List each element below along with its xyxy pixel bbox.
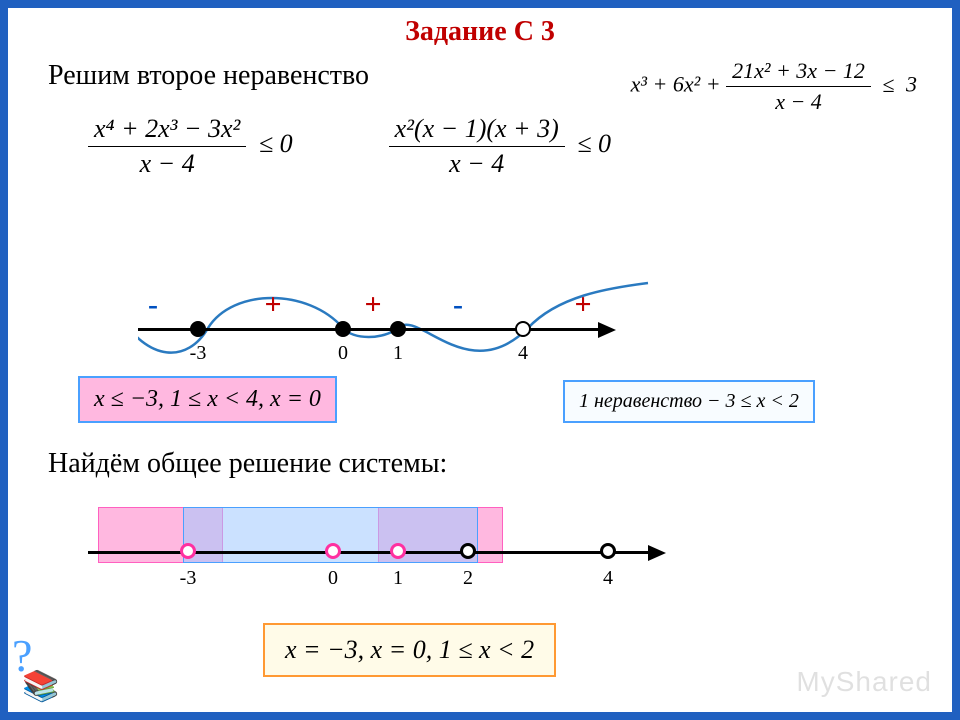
point-marker	[515, 321, 531, 337]
point-marker	[390, 321, 406, 337]
watermark: MyShared	[796, 666, 932, 698]
point-label: 0	[338, 342, 348, 365]
book-icon: 📚	[22, 669, 59, 704]
top-frac: 21x² + 3x − 12 x − 4	[726, 58, 871, 115]
system-title: Найдём общее решение системы:	[48, 448, 447, 480]
ineq1-den: x − 4	[88, 147, 246, 179]
top-rhs: 3	[906, 72, 917, 97]
ineq1-op: ≤ 0	[253, 129, 299, 158]
solution-2-box: x ≤ −3, 1 ≤ x < 4, x = 0	[78, 376, 337, 423]
point-label: 4	[518, 342, 528, 365]
top-frac-den: x − 4	[726, 87, 871, 115]
point-marker	[390, 543, 406, 559]
top-poly: x³ + 6x² +	[631, 72, 721, 97]
page-title: Задание С 3	[8, 16, 952, 48]
point-label: 0	[328, 567, 338, 590]
point-label: -3	[190, 342, 207, 365]
number-line-1: -3 0 1 4 - + + - +	[138, 278, 658, 378]
point-marker	[180, 543, 196, 559]
point-marker	[335, 321, 351, 337]
inequality-row: x⁴ + 2x³ − 3x² x − 4 ≤ 0 x²(x − 1)(x + 3…	[88, 114, 952, 179]
sign-label: -	[148, 288, 158, 322]
answer-box: x = −3, x = 0, 1 ≤ x < 2	[263, 623, 556, 677]
top-op: ≤	[876, 72, 900, 97]
point-label: 2	[463, 567, 473, 590]
sign-label: +	[364, 288, 381, 322]
axis-line	[88, 551, 648, 554]
ineq2-op: ≤ 0	[571, 129, 617, 158]
point-label: 4	[603, 567, 613, 590]
arrowhead-icon	[598, 322, 616, 338]
solution-1-box: 1 неравенство − 3 ≤ x < 2	[563, 380, 815, 423]
sign-label: -	[453, 288, 463, 322]
top-frac-num: 21x² + 3x − 12	[726, 58, 871, 87]
point-label: 1	[393, 342, 403, 365]
number-line-2: -3 0 1 2 4	[88, 503, 708, 593]
point-marker	[460, 543, 476, 559]
ineq1-num: x⁴ + 2x³ − 3x²	[88, 114, 246, 147]
sign-label: +	[574, 288, 591, 322]
ineq2-num: x²(x − 1)(x + 3)	[389, 114, 565, 147]
point-label: -3	[180, 567, 197, 590]
point-marker	[190, 321, 206, 337]
ineq2-den: x − 4	[389, 147, 565, 179]
ineq-2: x²(x − 1)(x + 3) x − 4 ≤ 0	[389, 114, 617, 179]
sign-label: +	[264, 288, 281, 322]
point-marker	[600, 543, 616, 559]
ineq-1: x⁴ + 2x³ − 3x² x − 4 ≤ 0	[88, 114, 299, 179]
arrowhead-icon	[648, 545, 666, 561]
point-label: 1	[393, 567, 403, 590]
point-marker	[325, 543, 341, 559]
top-inequality: x³ + 6x² + 21x² + 3x − 12 x − 4 ≤ 3	[631, 58, 917, 115]
